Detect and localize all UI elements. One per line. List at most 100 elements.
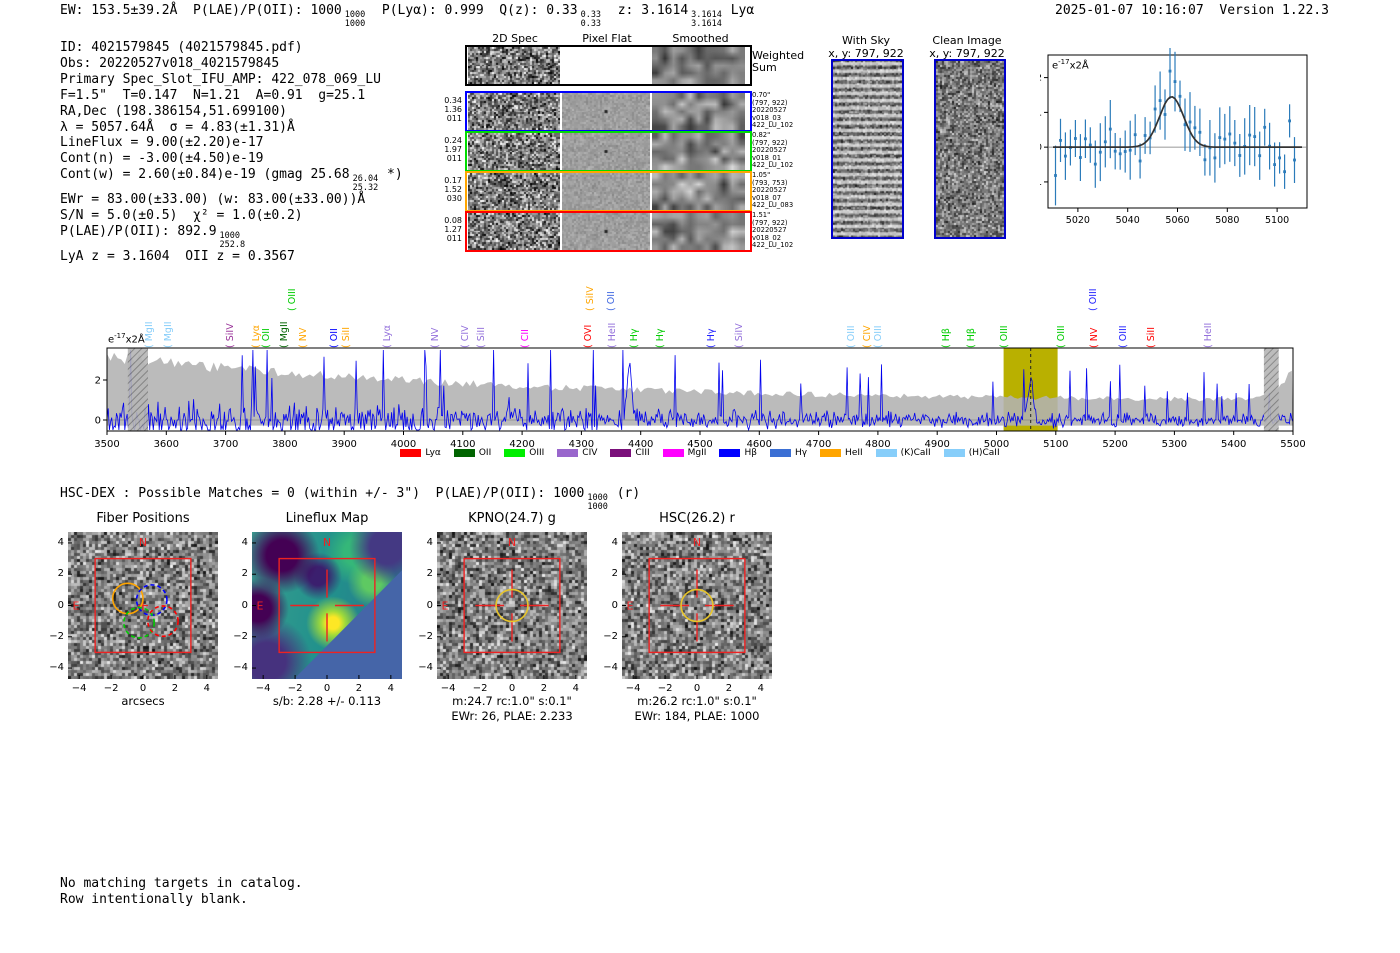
spec2d-row: [465, 171, 752, 212]
info-line: LyA z = 3.1604 OII z = 0.3567: [60, 249, 295, 265]
panel-xtick: 0: [323, 683, 331, 694]
spec2d-row: [465, 91, 752, 132]
panel-ytick: 0: [241, 599, 248, 611]
spec2d-row: [465, 45, 752, 86]
legend-swatch: [662, 449, 684, 457]
legend-item: HeII: [820, 448, 863, 458]
panel-ytick: −4: [418, 662, 433, 674]
spec2d-row-weights: 0.34 1.36 011: [444, 96, 462, 123]
spec2d-cell-flat: [562, 93, 650, 130]
panel-ytick: 2: [241, 568, 248, 580]
legend-item: OIII: [504, 448, 544, 458]
info-line: P(LAE)/P(OII): 892.9 1000 252.8: [60, 224, 246, 250]
svg-text:-1: -1: [1040, 178, 1042, 188]
panel-xtick: −4: [625, 683, 641, 694]
spec2d-row-annotation: 0.70" (797, 922) 20220527 v018_03 422_LU_102: [752, 91, 794, 130]
col-header-2dspec: 2D Spec: [492, 32, 538, 45]
weighted-sum-label: Weighted Sum: [752, 49, 805, 74]
col-header-pixelflat: Pixel Flat: [582, 32, 632, 45]
svg-text:5100: 5100: [1265, 215, 1289, 226]
panel-xtick: 4: [387, 683, 395, 694]
stacked-fraction: 26.04 25.32: [352, 174, 379, 193]
spec2d-cell-noise: [468, 173, 560, 210]
inset-unit-label: e-17x2Å: [1052, 58, 1089, 72]
spec2d-cell-flat: [562, 133, 650, 170]
info-line: Cont(w) = 2.60(±0.84)e-19 (gmag 25.68 26.…: [60, 167, 403, 193]
info-line: EWr = 83.00(±33.00) (w: 83.00(±33.00))Å: [60, 192, 366, 208]
spec2d-cell-noise: [468, 133, 560, 170]
svg-text:2: 2: [95, 376, 101, 387]
spec2d-row-weights: 0.17 1.52 030: [444, 176, 462, 203]
panel-title: Lineflux Map: [285, 511, 369, 526]
svg-text:5400: 5400: [1221, 439, 1246, 450]
panel-xtick: 2: [171, 683, 179, 694]
legend-swatch: [820, 449, 842, 457]
stacked-fraction: 3.1614 3.1614: [691, 10, 722, 29]
svg-text:4700: 4700: [806, 439, 831, 450]
info-line: RA,Dec (198.386154,51.699100): [60, 103, 287, 119]
catalog-match-note: No matching targets in catalog. Row inten…: [60, 876, 303, 907]
panel-overlay: NE: [252, 536, 392, 679]
panel-ytick: −2: [603, 630, 618, 642]
svg-text:3500: 3500: [95, 439, 120, 450]
svg-text:1: 1: [1040, 108, 1042, 118]
legend-item: (K)CaII: [875, 448, 931, 458]
legend-swatch: [504, 449, 526, 457]
svg-text:E: E: [442, 600, 449, 613]
line-label-OIII: ( OIII: [287, 288, 299, 311]
panel-ytick: −2: [233, 630, 248, 642]
spec2d-row: [465, 131, 752, 172]
line-fit-plot: -1 0 1 2 5020 5040 5060 5080 5100: [1033, 43, 1340, 242]
panel-xtick: 0: [139, 683, 147, 694]
legend-swatch: [943, 449, 965, 457]
spec2d-cell-smooth: [652, 133, 745, 170]
spec2d-cell-smooth: [652, 213, 745, 250]
panel-xtick: −2: [472, 683, 488, 694]
spec2d-cell-blank: [562, 47, 650, 84]
hsc-dex-match-line: HSC-DEX : Possible Matches = 0 (within +…: [60, 486, 641, 512]
info-line: ID: 4021579845 (4021579845.pdf): [60, 40, 303, 55]
legend-swatch: [453, 449, 475, 457]
line-label-OIII: ( OIII: [1087, 288, 1099, 311]
spec2d-cell-smooth: [652, 173, 745, 210]
spec2d-row: [465, 211, 752, 252]
legend-swatch: [719, 449, 741, 457]
svg-text:4300: 4300: [569, 439, 594, 450]
svg-text:5200: 5200: [1102, 439, 1127, 450]
info-line: F=1.5" T=0.147 N=1.21 A=0.91 g=25.1: [60, 87, 366, 103]
detection-info-block: ID: 4021579845 (4021579845.pdf) Obs: 2022…: [60, 40, 403, 265]
panel-xtick: 4: [757, 683, 765, 694]
panel-ytick: 4: [241, 536, 248, 548]
legend-swatch: [400, 449, 422, 457]
legend-swatch: [610, 449, 632, 457]
panel-ytick: −2: [418, 630, 433, 642]
spec2d-row-annotation: 0.82" (797, 922) 20220527 v018_01 422_LU_102: [752, 131, 794, 170]
svg-text:4200: 4200: [509, 439, 534, 450]
with-sky-title: With Sky x, y: 797, 922: [828, 34, 904, 60]
legend-item: Lyα: [400, 448, 441, 458]
panel-ytick: 0: [57, 599, 64, 611]
svg-text:4100: 4100: [450, 439, 475, 450]
header-timestamp: 2025-01-07 10:16:07 Version 1.22.3: [1055, 3, 1329, 18]
svg-text:5300: 5300: [1162, 439, 1187, 450]
panel-overlay: NE: [622, 536, 762, 679]
legend-item: MgII: [662, 448, 706, 458]
panel-ytick: −4: [49, 662, 64, 674]
svg-text:5040: 5040: [1116, 215, 1140, 226]
panel-xtick: −2: [657, 683, 673, 694]
clean-image: [934, 59, 1006, 239]
panel-xtick: −4: [440, 683, 456, 694]
info-line: Obs: 20220527v018_4021579845: [60, 55, 280, 71]
stacked-fraction: 0.33 0.33: [580, 10, 602, 29]
svg-text:0: 0: [1040, 143, 1042, 153]
svg-text:3700: 3700: [213, 439, 238, 450]
panel-xtick: 4: [203, 683, 211, 694]
legend-item: CIV: [557, 448, 597, 458]
footer-line: No matching targets in catalog.: [60, 876, 303, 891]
svg-text:4400: 4400: [628, 439, 653, 450]
legend-item: (H)CaII: [943, 448, 1000, 458]
stacked-fraction: 1000 252.8: [219, 231, 246, 250]
